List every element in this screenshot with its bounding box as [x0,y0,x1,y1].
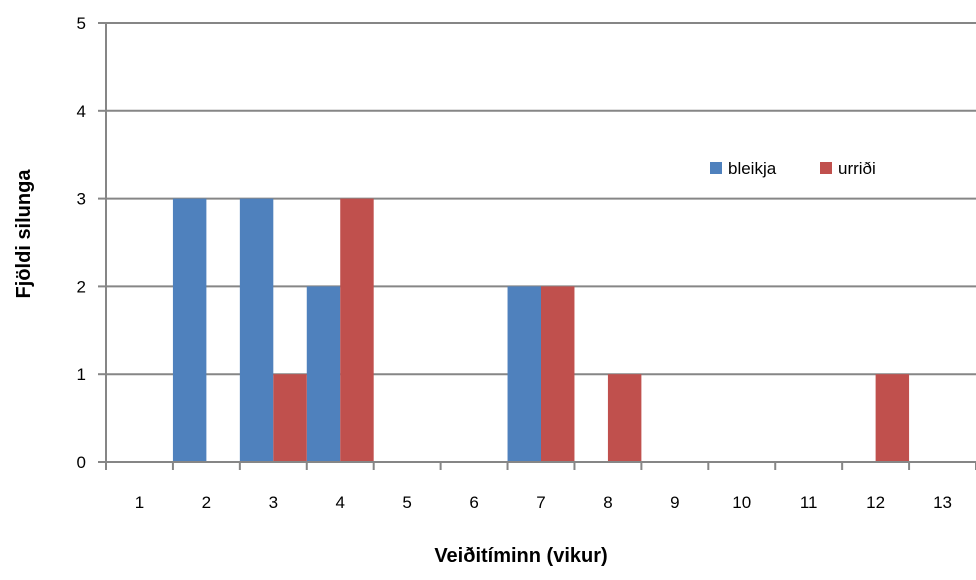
y-axis-title: Fjöldi silunga [13,169,35,299]
legend: bleikja urriði [710,159,876,178]
y-tick-label-4: 4 [77,102,86,121]
x-tick-label-1: 1 [135,493,144,512]
bar-urriði-4 [340,198,374,462]
legend-swatch-urridi [820,162,832,174]
legend-label-bleikja: bleikja [728,159,777,178]
x-tick-label-2: 2 [202,493,211,512]
x-tick-label-12: 12 [866,493,885,512]
bar-bleikja-7 [507,286,541,462]
x-tick-label-13: 13 [933,493,952,512]
x-tick-label-6: 6 [469,493,478,512]
legend-swatch-bleikja [710,162,722,174]
bar-urriði-8 [607,374,642,462]
y-tick-label-1: 1 [77,365,86,384]
x-tick-label-10: 10 [732,493,751,512]
x-tick-label-5: 5 [402,493,411,512]
x-tick-label-8: 8 [603,493,612,512]
x-tick-label-11: 11 [800,493,818,512]
legend-label-urridi: urriði [838,159,876,178]
x-tick-label-4: 4 [335,493,344,512]
bar-bleikja-3 [239,198,274,462]
bar-urriði-3 [273,374,307,462]
y-tick-label-5: 5 [77,14,86,33]
bar-bleikja-4 [306,286,341,462]
bar-bleikja-2 [172,198,207,462]
x-tick-label-3: 3 [269,493,278,512]
x-tick-label-9: 9 [670,493,679,512]
y-tick-label-3: 3 [77,190,86,209]
bar-urriði-12 [875,374,910,462]
y-tick-label-0: 0 [77,453,86,472]
x-axis-title: Veiðitíminn (vikur) [434,545,607,567]
x-tick-label-7: 7 [536,493,545,512]
axes [98,22,976,470]
y-tick-label-2: 2 [77,277,86,296]
bar-urriði-7 [541,286,575,462]
bars [172,198,910,462]
